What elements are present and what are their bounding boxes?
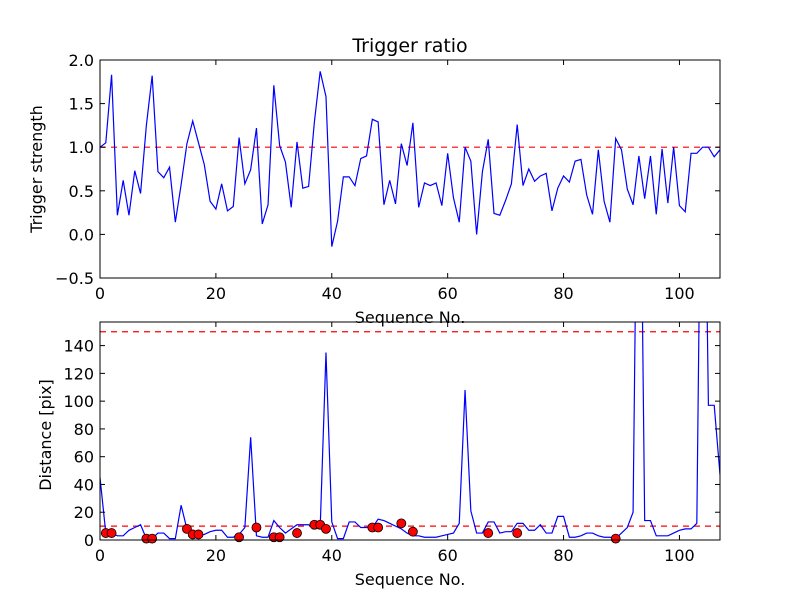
marker-point-21 <box>610 533 621 544</box>
marker-point-1 <box>106 528 117 538</box>
bottom-x-tick-label-4: 80 <box>553 546 573 565</box>
bottom-y-tick-label-2: 40 <box>74 475 94 494</box>
top-y-tick-label-3: 1.0 <box>69 138 94 157</box>
marker-point-19 <box>483 528 494 538</box>
marker-point-14 <box>321 523 331 534</box>
top-x-tick-label-1: 20 <box>206 284 226 303</box>
bottom-y-axis-label: Distance [pix] <box>36 379 55 491</box>
bottom-x-tick-label-0: 0 <box>95 546 105 565</box>
bottom-y-tick-label-4: 80 <box>74 420 94 439</box>
bottom-y-tick-label-7: 140 <box>63 337 94 356</box>
marker-point-10 <box>274 532 285 543</box>
top-y-tick-label-2: 0.5 <box>69 182 94 201</box>
distance-plot: Distance [pix] Sequence No. 0 20 40 60 80 100… <box>36 321 721 589</box>
top-x-tick-label-5: 100 <box>664 284 695 303</box>
marker-point-18 <box>407 526 418 537</box>
top-y-axis-label: Trigger strength <box>27 105 46 234</box>
marker-point-7 <box>234 532 244 543</box>
marker-point-17 <box>396 518 407 529</box>
bottom-x-tick-label-2: 40 <box>322 546 342 565</box>
top-y-tick-label-4: 1.5 <box>69 95 94 114</box>
chart-title: Trigger ratio <box>351 35 467 57</box>
bottom-axes-frame <box>99 321 721 541</box>
bottom-x-tick-label-5: 100 <box>664 546 695 565</box>
marker-point-8 <box>251 522 262 533</box>
top-axes-frame <box>99 59 721 279</box>
bottom-x-axis-label: Sequence No. <box>355 570 466 589</box>
bottom-y-tick-label-3: 60 <box>74 448 94 467</box>
top-x-tick-label-2: 40 <box>322 284 342 303</box>
top-y-tick-label-5: 2.0 <box>69 51 94 70</box>
top-x-tick-label-0: 0 <box>95 284 105 303</box>
top-x-axis-label: Sequence No. <box>355 308 466 327</box>
marker-point-6 <box>193 529 204 540</box>
bottom-x-tick-label-3: 60 <box>437 546 457 565</box>
trigger-ratio-plot: Trigger ratio Trigger strength Sequence … <box>27 35 721 327</box>
top-series-line <box>100 71 720 247</box>
marker-point-3 <box>147 533 158 544</box>
top-y-tick-label-1: 0.0 <box>69 225 94 244</box>
marker-point-16 <box>373 522 384 533</box>
top-y-tick-label-0: −0.5 <box>55 269 94 288</box>
bottom-y-tick-label-1: 20 <box>74 503 94 522</box>
marker-point-20 <box>512 528 523 538</box>
bottom-x-tick-label-1: 20 <box>206 546 226 565</box>
top-x-tick-label-3: 60 <box>437 284 457 303</box>
bottom-y-tick-label-6: 120 <box>63 364 94 383</box>
bottom-y-tick-label-0: 0 <box>84 531 94 550</box>
bottom-y-tick-label-5: 100 <box>63 392 94 411</box>
top-x-tick-label-4: 80 <box>553 284 573 303</box>
marker-point-11 <box>292 528 302 538</box>
